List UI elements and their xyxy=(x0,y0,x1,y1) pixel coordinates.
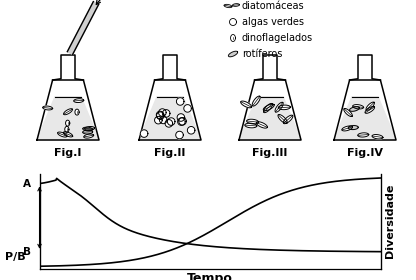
Polygon shape xyxy=(256,122,267,128)
Text: B: B xyxy=(23,247,31,257)
Polygon shape xyxy=(263,103,272,113)
Polygon shape xyxy=(140,130,148,137)
Polygon shape xyxy=(179,118,186,125)
Polygon shape xyxy=(241,101,252,108)
Polygon shape xyxy=(177,114,185,121)
Y-axis label: Diversidade: Diversidade xyxy=(385,184,395,258)
Text: Fig.I: Fig.I xyxy=(54,148,82,158)
Text: P/B: P/B xyxy=(5,252,26,262)
Polygon shape xyxy=(67,2,99,54)
Text: rotíferos: rotíferos xyxy=(242,49,282,59)
Polygon shape xyxy=(178,118,185,125)
Polygon shape xyxy=(158,109,166,116)
Polygon shape xyxy=(156,112,164,120)
Polygon shape xyxy=(233,4,240,6)
Polygon shape xyxy=(365,106,374,113)
Polygon shape xyxy=(165,120,173,127)
Polygon shape xyxy=(275,102,283,112)
Polygon shape xyxy=(334,97,396,140)
Text: dinoflagelados: dinoflagelados xyxy=(242,33,313,43)
Polygon shape xyxy=(245,123,257,128)
Polygon shape xyxy=(83,130,93,134)
Polygon shape xyxy=(348,125,358,130)
Polygon shape xyxy=(176,131,183,139)
Text: algas verdes: algas verdes xyxy=(242,17,304,27)
Polygon shape xyxy=(372,134,383,139)
Polygon shape xyxy=(349,107,359,111)
Polygon shape xyxy=(37,97,99,140)
Polygon shape xyxy=(64,109,72,115)
Polygon shape xyxy=(247,119,259,124)
Polygon shape xyxy=(84,134,94,138)
Polygon shape xyxy=(228,51,238,57)
Polygon shape xyxy=(65,126,69,132)
Polygon shape xyxy=(159,116,167,124)
Text: Fig.IV: Fig.IV xyxy=(347,148,383,158)
Polygon shape xyxy=(278,105,290,110)
Polygon shape xyxy=(139,97,201,140)
Polygon shape xyxy=(252,96,260,106)
Polygon shape xyxy=(342,126,352,131)
X-axis label: Tempo: Tempo xyxy=(187,272,233,280)
Polygon shape xyxy=(66,120,70,126)
Text: A: A xyxy=(23,179,31,188)
Text: Fig.III: Fig.III xyxy=(253,148,288,158)
Polygon shape xyxy=(187,127,195,134)
Polygon shape xyxy=(283,115,293,124)
Polygon shape xyxy=(263,104,274,111)
Text: Fig.II: Fig.II xyxy=(154,148,186,158)
Polygon shape xyxy=(230,18,237,25)
Polygon shape xyxy=(43,106,53,110)
Polygon shape xyxy=(184,105,191,112)
Polygon shape xyxy=(167,118,175,125)
Polygon shape xyxy=(239,97,301,140)
Polygon shape xyxy=(366,102,374,110)
Polygon shape xyxy=(278,115,287,123)
Polygon shape xyxy=(176,98,184,105)
Polygon shape xyxy=(224,4,232,8)
Polygon shape xyxy=(63,132,73,137)
Polygon shape xyxy=(156,111,164,119)
Polygon shape xyxy=(230,34,235,41)
Polygon shape xyxy=(358,133,369,137)
Polygon shape xyxy=(162,109,170,117)
Polygon shape xyxy=(155,116,162,124)
Text: diatomáceas: diatomáceas xyxy=(242,1,305,11)
Polygon shape xyxy=(353,104,364,109)
Polygon shape xyxy=(344,108,352,116)
Polygon shape xyxy=(83,127,93,131)
Polygon shape xyxy=(57,132,67,137)
Polygon shape xyxy=(84,127,94,130)
Polygon shape xyxy=(74,99,84,102)
Text: Adição de meio
de cultura: Adição de meio de cultura xyxy=(96,0,186,4)
Polygon shape xyxy=(75,109,79,115)
